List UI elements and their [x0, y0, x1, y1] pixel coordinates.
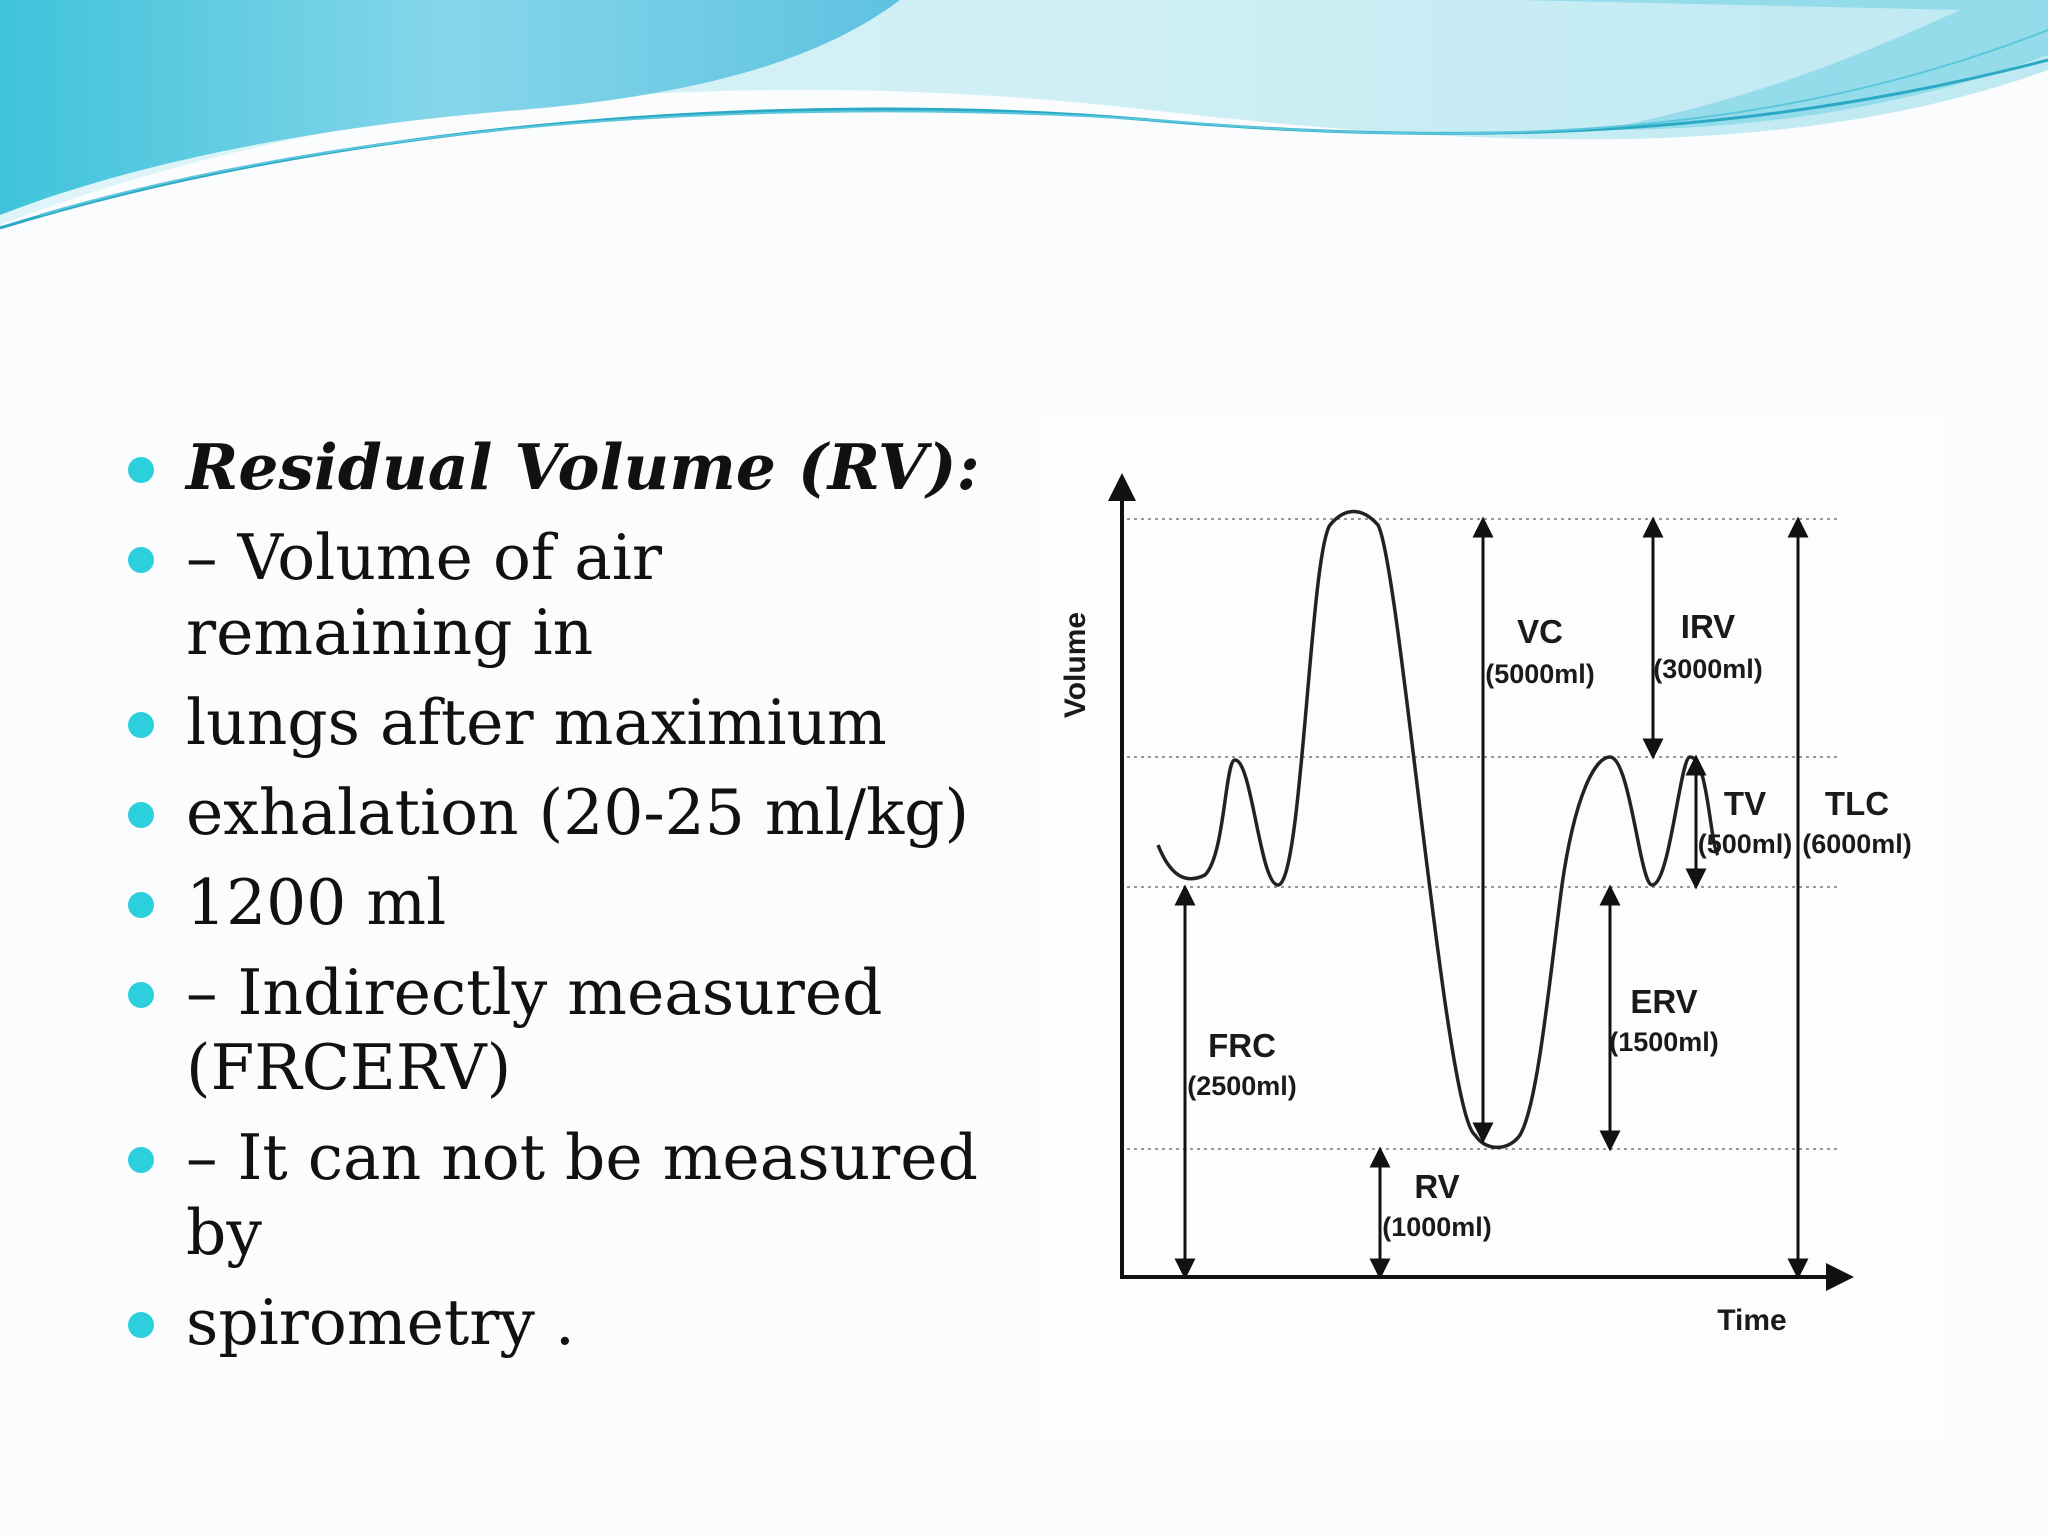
bullet-dot: [128, 802, 154, 828]
wave-line-2: [39, 29, 2048, 216]
rv-label: RV: [1414, 1168, 1459, 1205]
erv-label: ERV: [1630, 983, 1697, 1020]
bullet-dot: [128, 547, 154, 573]
x-axis-label: Time: [1717, 1304, 1786, 1337]
bullet-item: spirometry .: [128, 1285, 1008, 1360]
bullet-item: exhalation (20-25 ml/kg): [128, 775, 1008, 850]
erv-value: (1500ml): [1609, 1027, 1719, 1057]
bullet-item: – It can not be measured by: [128, 1120, 1008, 1270]
bullet-item: lungs after maximium: [128, 685, 1008, 760]
header-wave-decoration: [0, 0, 2048, 230]
bullet-dot: [128, 1312, 154, 1338]
bullet-dot: [128, 982, 154, 1008]
tlc-label: TLC: [1825, 785, 1889, 822]
bullet-item: – Volume of air remaining in: [128, 520, 1008, 670]
irv-value: (3000ml): [1653, 654, 1763, 684]
measurement-arrows: [1174, 516, 1809, 1280]
wave-front: [0, 0, 900, 215]
lung-volume-diagram: Volume Time VC (5000ml) IRV (3000ml) TV …: [1059, 473, 1912, 1337]
bullet-list: Residual Volume (RV): – Volume of air re…: [128, 430, 1008, 1375]
tv-value: (500ml): [1698, 829, 1793, 859]
y-axis-label: Volume: [1059, 612, 1092, 718]
bullet-dot: [128, 457, 154, 483]
vc-label: VC: [1517, 613, 1563, 650]
bullet-dot: [128, 1147, 154, 1173]
frc-value: (2500ml): [1187, 1071, 1297, 1101]
wave-right: [1520, 0, 2048, 130]
bullet-dot: [128, 712, 154, 738]
tlc-value: (6000ml): [1802, 829, 1912, 859]
bullet-item: – Indirectly measured (FRCERV): [128, 955, 1008, 1105]
bullet-item-heading: Residual Volume (RV):: [128, 430, 1008, 505]
bullet-item: 1200 ml: [128, 865, 1008, 940]
vc-value: (5000ml): [1485, 659, 1595, 689]
frc-label: FRC: [1208, 1027, 1276, 1064]
lung-volume-diagram-panel: Volume Time VC (5000ml) IRV (3000ml) TV …: [1040, 415, 1946, 1440]
bullet-dot: [128, 892, 154, 918]
irv-label: IRV: [1681, 608, 1735, 645]
rv-value: (1000ml): [1382, 1212, 1492, 1242]
spirogram-trace: [1156, 509, 1720, 1150]
tv-label: TV: [1724, 785, 1766, 822]
